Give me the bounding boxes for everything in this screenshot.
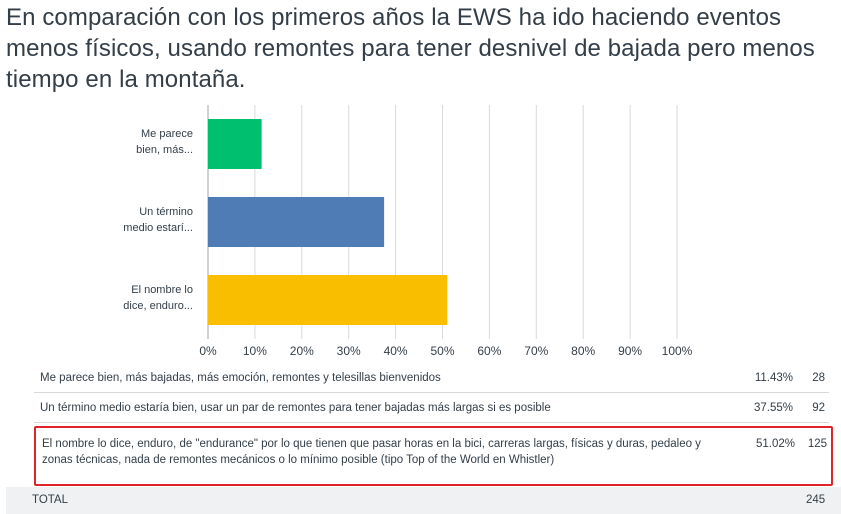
bar (208, 275, 448, 325)
x-tick-label: 40% (384, 344, 408, 358)
bar (208, 197, 385, 247)
table-row: Me parece bien, más bajadas, más emoción… (34, 362, 829, 393)
x-tick-label: 0% (199, 344, 217, 358)
answer-text: Me parece bien, más bajadas, más emoción… (40, 372, 441, 384)
x-tick-label: 10% (243, 344, 267, 358)
category-label: Un término medio estarí... (123, 206, 193, 234)
question-title: En comparación con los primeros años la … (6, 4, 815, 93)
answer-count: 92 (812, 402, 825, 414)
x-tick-label: 30% (337, 344, 361, 358)
x-tick-label: 90% (618, 344, 642, 358)
x-tick-label: 50% (430, 344, 454, 358)
x-tick-label: 60% (477, 344, 501, 358)
total-count: 245 (806, 494, 826, 506)
answer-percent: 37.55% (753, 402, 793, 414)
bar-chart: 0% 10% 20% 30% 40% 50% 60% 70% 80% 90% 100% Me pare… (123, 105, 693, 358)
total-label: TOTAL (32, 494, 68, 506)
x-tick-label: 80% (571, 344, 595, 358)
answer-count: 28 (812, 372, 825, 384)
answer-count: 125 (807, 438, 827, 450)
x-tick-label: 20% (290, 344, 314, 358)
category-label: El nombre lo dice, enduro... (123, 284, 193, 312)
answer-text: Un término medio estaría bien, usar un p… (40, 402, 551, 414)
bar (208, 119, 262, 169)
x-tick-label: 70% (524, 344, 548, 358)
category-label: Me parece bien, más... (136, 128, 193, 156)
answer-percent: 51.02% (755, 438, 795, 450)
table-row-highlighted: El nombre lo dice, enduro, de "endurance… (34, 426, 833, 486)
answer-percent: 11.43% (754, 372, 793, 384)
total-row: TOTAL 245 (6, 487, 841, 514)
x-tick-label: 100% (662, 344, 693, 358)
answer-text: El nombre lo dice, enduro, de "endurance… (42, 438, 701, 466)
table-row: Un término medio estaría bien, usar un p… (34, 392, 829, 423)
